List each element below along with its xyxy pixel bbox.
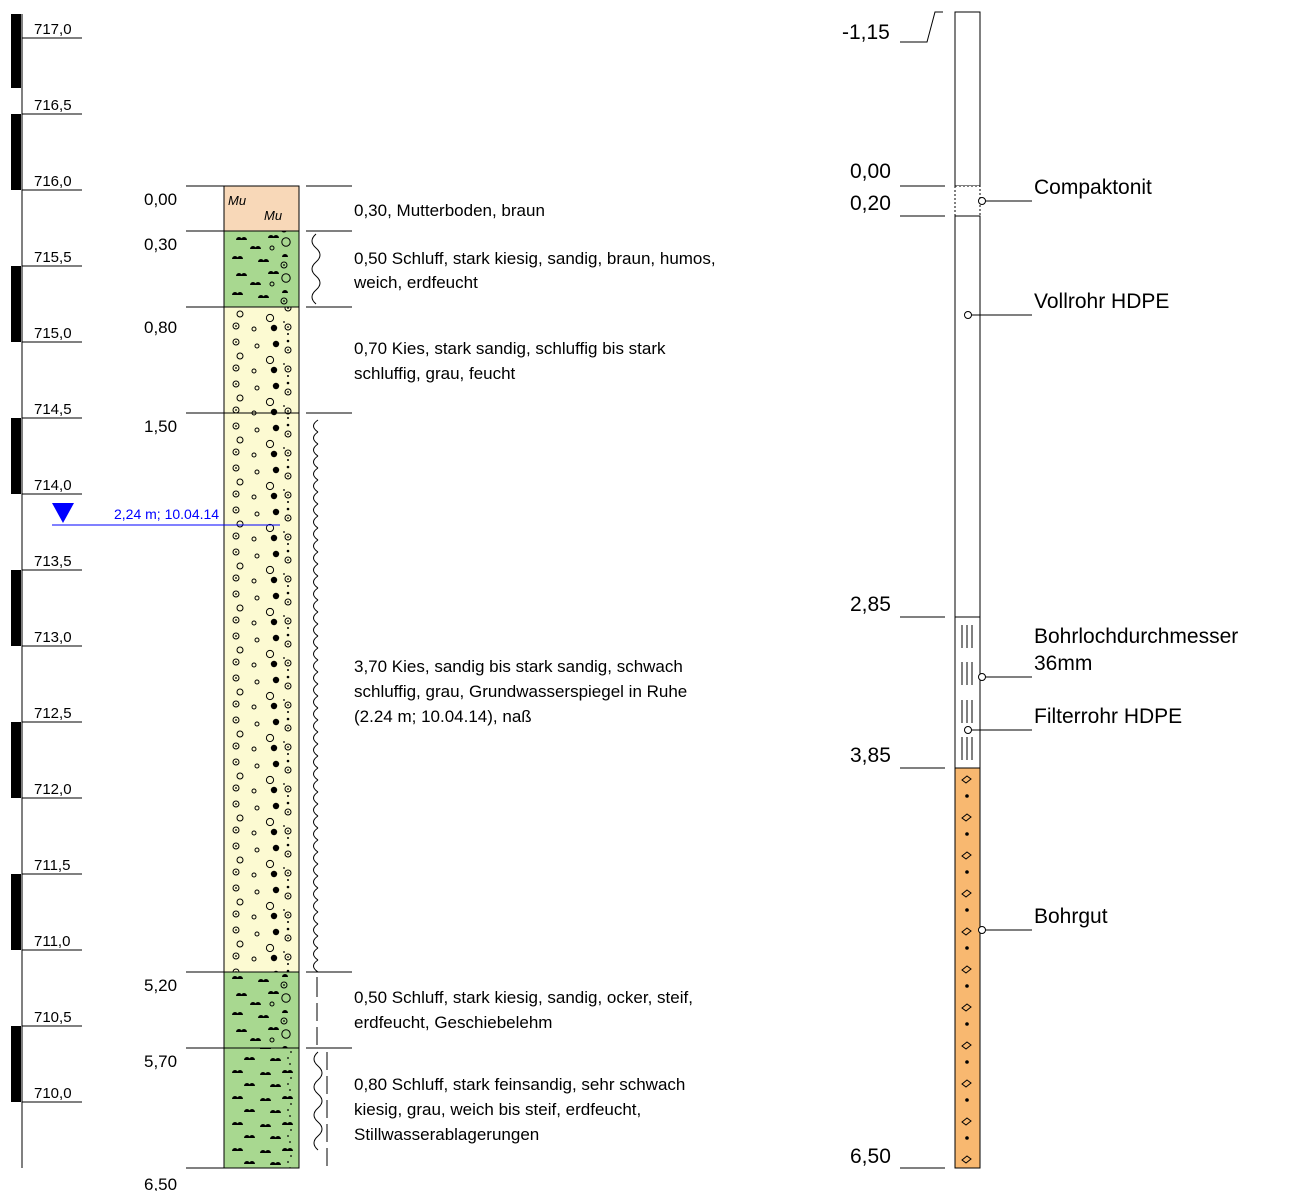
filter-slots (961, 625, 973, 760)
scale-label: 716,5 (34, 97, 72, 114)
well-depth-label: 2,85 (850, 593, 891, 616)
scale-label: 713,5 (34, 553, 72, 570)
scale-label: 710,5 (34, 1009, 72, 1026)
label-bohrgut: Bohrgut (1034, 905, 1108, 928)
scale-label: 716,0 (34, 173, 72, 190)
stratum-description: kiesig, grau, weich bis steif, erdfeucht… (354, 1100, 641, 1119)
strata-depth-labels: 0,00 0,30 0,80 1,50 5,20 5,70 6,50 (144, 190, 177, 1191)
scale-label: 712,5 (34, 705, 72, 722)
scale-bar-segment (11, 874, 21, 950)
label-compaktonit: Compaktonit (1034, 176, 1152, 199)
stratum-schluff-3-pattern (223, 1047, 300, 1169)
strata-column: Mu Mu (223, 185, 300, 1169)
stratum-description: erdfeucht, Geschiebelehm (354, 1013, 552, 1032)
label-filterrohr: Filterrohr HDPE (1034, 705, 1182, 728)
mutterboden-symbol: Mu (228, 193, 246, 208)
stratum-description: 3,70 Kies, sandig bis stark sandig, schw… (354, 657, 683, 676)
stratum-description: 0,80 Schluff, stark feinsandig, sehr sch… (354, 1075, 685, 1094)
well-bohrgut-pattern (954, 767, 981, 1169)
stratum-description: (2.24 m; 10.04.14), naß (354, 707, 532, 726)
stratum-description: schluffig, grau, Grundwasserspiegel in R… (354, 682, 687, 701)
well-depth-label: 0,20 (850, 192, 891, 215)
well-depth-label: 0,00 (850, 160, 891, 183)
well-riser-above-ground (954, 11, 981, 187)
stratum-boundaries (186, 185, 352, 1169)
stratum-description: 0,30, Mutterboden, braun (354, 201, 545, 220)
stratum-description: 0,70 Kies, stark sandig, schluffig bis s… (354, 339, 666, 358)
well-depth-markers (900, 11, 945, 1169)
consistency-symbols (311, 233, 328, 1166)
scale-label: 714,0 (34, 477, 72, 494)
depth-label: 0,30 (144, 235, 177, 254)
scale-bar-segment (11, 418, 21, 494)
scale-label: 717,0 (34, 21, 72, 38)
scale-label: 710,0 (34, 1085, 72, 1102)
scale-label: 715,5 (34, 249, 72, 266)
scale-label: 715,0 (34, 325, 72, 342)
stratum-description: schluffig, grau, feucht (354, 364, 516, 383)
well-vollrohr (954, 215, 981, 618)
depth-label: 5,70 (144, 1052, 177, 1071)
depth-label: 0,00 (144, 190, 177, 209)
groundwater-label: 2,24 m; 10.04.14 (114, 506, 219, 522)
scale-bar-segment (11, 1026, 21, 1102)
scale-label: 714,5 (34, 401, 72, 418)
scale-bar-segment (11, 14, 21, 88)
component-leaders (964, 197, 1032, 934)
leader-dot-icon (964, 311, 972, 319)
strata-descriptions: 0,30, Mutterboden, braun 0,50 Schluff, s… (353, 201, 716, 1144)
well-depth-label: 6,50 (850, 1145, 891, 1168)
consistency-nass-symbol (313, 419, 319, 973)
depth-label: 5,20 (144, 976, 177, 995)
label-bohrloch-size: 36mm (1034, 652, 1092, 675)
stratum-description: weich, erdfeucht (353, 273, 478, 292)
well-depth-label: -1,15 (842, 21, 890, 44)
well-compaktonit (954, 185, 981, 217)
stratum-schluff-1-pattern (223, 230, 300, 308)
leader-dot-icon (964, 726, 972, 734)
scale-label: 711,0 (34, 933, 70, 950)
scale-bar-segment (11, 722, 21, 798)
scale-label: 713,0 (34, 629, 72, 646)
well-depth-label: 3,85 (850, 744, 891, 767)
stratum-description: 0,50 Schluff, stark kiesig, sandig, ocke… (354, 988, 693, 1007)
consistency-weich-symbol (311, 233, 321, 305)
scale-bar-segment (11, 114, 21, 190)
leader-dot-icon (978, 197, 986, 205)
scale-label: 711,5 (34, 857, 70, 874)
stratum-kies-2-pattern (223, 412, 300, 973)
stratum-description: Stillwasserablagerungen (354, 1125, 539, 1144)
mutterboden-symbol: Mu (264, 208, 282, 223)
consistency-weich-steif-symbol-left (313, 1051, 323, 1151)
stratum-kies-1-pattern (223, 306, 300, 414)
label-bohrloch: Bohrlochdurchmesser (1034, 625, 1238, 648)
label-vollrohr: Vollrohr HDPE (1034, 290, 1169, 313)
scale-bar-segment (11, 570, 21, 646)
well-construction (954, 11, 981, 1169)
scale-bar-segment (11, 266, 21, 342)
depth-label: 0,80 (144, 318, 177, 337)
elevation-scale: 717,0 716,5 716,0 715,5 715,0 714,5 714,0 713,5… (11, 14, 82, 1168)
stratum-description: 0,50 Schluff, stark kiesig, sandig, brau… (354, 249, 716, 268)
component-labels: Compaktonit Vollrohr HDPE Bohrlochdurchm… (1034, 176, 1238, 928)
groundwater-marker: 2,24 m; 10.04.14 (52, 503, 280, 526)
depth-label: 1,50 (144, 417, 177, 436)
scale-label: 712,0 (34, 781, 72, 798)
well-depth-labels: -1,15 0,00 0,20 2,85 3,85 6,50 (842, 21, 891, 1168)
groundwater-triangle-icon (52, 503, 74, 523)
leader-dot-icon (978, 673, 986, 681)
final-depth-label: 6,50 (144, 1175, 177, 1191)
stratum-schluff-2-pattern (223, 971, 300, 1049)
leader-dot-icon (978, 926, 986, 934)
